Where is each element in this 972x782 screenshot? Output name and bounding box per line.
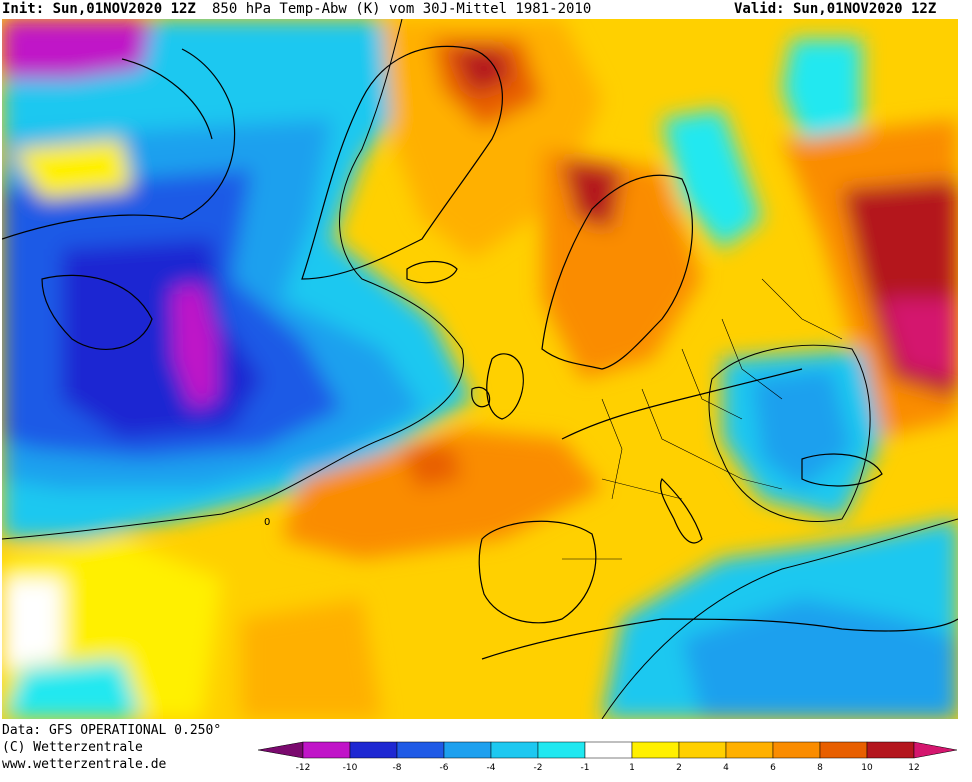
legend-tick-label: 10 — [861, 763, 873, 773]
zero-contour-lines — [2, 19, 958, 719]
anomaly-map: 0 — [2, 19, 958, 719]
legend-tick-label: -12 — [296, 763, 311, 773]
legend-swatch — [678, 741, 727, 759]
legend-swatch — [257, 741, 304, 759]
legend-tick-labels: -12 -10 -8 -6 -4 -2 -1 1 2 4 6 8 10 12 — [296, 763, 920, 773]
legend-tick-label: 8 — [817, 763, 823, 773]
copyright-label: (C) Wetterzentrale — [2, 740, 143, 755]
legend-swatches — [257, 741, 958, 759]
website-url: www.wetterzentrale.de — [2, 757, 167, 772]
legend-swatch — [631, 741, 680, 759]
legend-tick-label: -4 — [487, 763, 496, 773]
init-time-label: Init: Sun,01NOV2020 12Z — [2, 1, 196, 17]
legend-swatch — [866, 741, 915, 759]
legend-swatch — [725, 741, 774, 759]
legend-tick-label: -10 — [343, 763, 358, 773]
legend-swatch — [490, 741, 539, 759]
color-legend: -12 -10 -8 -6 -4 -2 -1 1 2 4 6 8 10 12 — [257, 741, 958, 773]
legend-swatch — [772, 741, 821, 759]
legend-swatch — [913, 741, 958, 759]
legend-tick-label: 6 — [770, 763, 776, 773]
chart-title: 850 hPa Temp-Abw (K) vom 30J-Mittel 1981… — [212, 1, 592, 17]
legend-swatch — [584, 741, 633, 759]
legend-tick-label: -2 — [534, 763, 543, 773]
legend-tick-label: 2 — [676, 763, 682, 773]
valid-time-label: Valid: Sun,01NOV2020 12Z — [734, 1, 937, 17]
legend-swatch — [396, 741, 445, 759]
legend-swatch — [537, 741, 586, 759]
anomaly-field — [2, 19, 958, 719]
legend-swatch — [819, 741, 868, 759]
legend-swatch — [443, 741, 492, 759]
legend-tick-label: -6 — [440, 763, 449, 773]
legend-tick-label: 12 — [908, 763, 919, 773]
legend-tick-label: 4 — [723, 763, 729, 773]
header-bar: Init: Sun,01NOV2020 12Z 850 hPa Temp-Abw… — [0, 0, 972, 18]
legend-tick-label: -1 — [581, 763, 590, 773]
legend-swatch — [349, 741, 398, 759]
contour-label-zero: 0 — [264, 517, 270, 528]
legend-tick-label: -8 — [393, 763, 402, 773]
legend-tick-label: 1 — [629, 763, 635, 773]
legend-swatch — [302, 741, 351, 759]
data-source-label: Data: GFS OPERATIONAL 0.250° — [2, 723, 222, 738]
country-borders — [562, 278, 843, 560]
coastlines — [2, 45, 958, 660]
